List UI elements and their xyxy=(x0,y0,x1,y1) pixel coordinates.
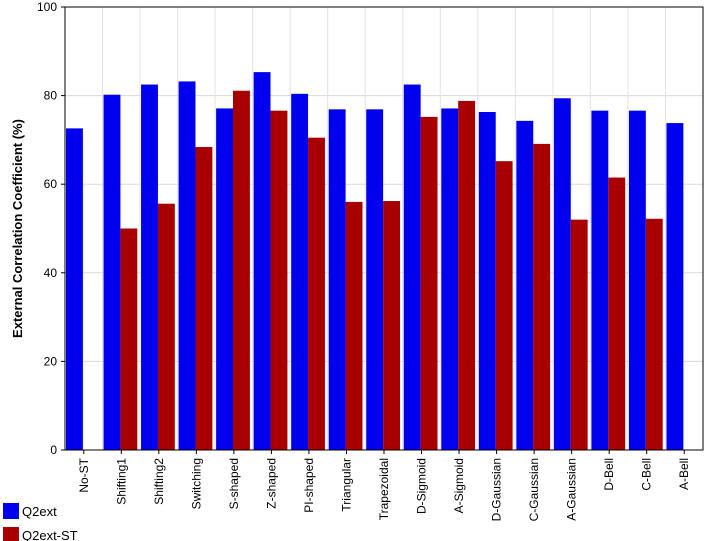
bar-q2ext-st xyxy=(195,146,213,450)
bar-q2ext xyxy=(591,110,609,451)
x-tick-label: S-shaped xyxy=(227,458,241,509)
x-tick-label: No-ST xyxy=(77,457,91,492)
x-tick-label: C-Bell xyxy=(640,458,654,491)
x-tick-label: D-Sigmoid xyxy=(415,458,429,514)
x-tick-label: C-Gaussian xyxy=(527,458,541,521)
y-tick-label: 20 xyxy=(44,354,58,368)
x-tick-label: D-Gaussian xyxy=(490,458,504,521)
y-axis-ticks: 0 20 40 60 80 100 xyxy=(37,0,65,457)
x-tick-label: Triangular xyxy=(339,458,353,512)
bar-q2ext xyxy=(178,81,196,450)
legend: Q2ext Q2ext-ST xyxy=(3,503,78,541)
x-tick-label: Shifting2 xyxy=(152,458,166,505)
x-tick-label: A-Sigmoid xyxy=(452,458,466,513)
y-tick-label: 80 xyxy=(44,89,58,103)
bar-q2ext-st xyxy=(533,143,551,450)
bar-q2ext-st xyxy=(120,228,138,450)
legend-swatch xyxy=(3,503,19,519)
y-tick-label: 100 xyxy=(37,0,57,14)
bars xyxy=(66,72,684,451)
legend-swatch xyxy=(3,527,19,541)
bar-q2ext-st xyxy=(458,100,476,450)
y-axis-label: External Correlation Coefficient (%) xyxy=(10,119,25,338)
bar-q2ext xyxy=(403,84,421,451)
legend-label: Q2ext xyxy=(22,504,57,519)
bar-q2ext xyxy=(516,120,534,450)
bar-q2ext-st xyxy=(645,218,663,450)
bar-q2ext xyxy=(66,128,83,450)
bar-q2ext xyxy=(141,84,158,451)
bar-q2ext-st xyxy=(308,137,325,450)
bar-q2ext xyxy=(291,93,309,450)
y-tick-label: 0 xyxy=(50,443,57,457)
x-tick-label: PI-shaped xyxy=(302,458,316,513)
bar-q2ext-st xyxy=(383,201,401,450)
bar-q2ext xyxy=(441,108,459,451)
bar-q2ext xyxy=(216,108,234,451)
bar-q2ext xyxy=(628,110,646,451)
bar-q2ext-st xyxy=(495,161,513,450)
bar-q2ext-st xyxy=(157,203,175,450)
bar-q2ext xyxy=(328,109,346,450)
legend-label: Q2ext-ST xyxy=(22,528,78,541)
x-tick-label: A-Bell xyxy=(677,458,691,490)
bar-q2ext xyxy=(553,98,571,451)
x-tick-label: Switching xyxy=(189,458,203,509)
bar-q2ext xyxy=(666,123,684,450)
bar-q2ext xyxy=(366,109,384,450)
x-tick-label: Trapezoidal xyxy=(377,458,391,520)
y-tick-label: 40 xyxy=(44,266,58,280)
x-tick-label: A-Gaussian xyxy=(565,458,579,521)
bar-q2ext-st xyxy=(233,90,250,451)
x-tick-label: Z-shaped xyxy=(264,458,278,509)
bar-q2ext xyxy=(253,72,271,450)
bar-q2ext-st xyxy=(420,116,438,450)
bar-q2ext-st xyxy=(570,219,588,450)
bar-q2ext xyxy=(478,111,496,450)
bar-q2ext-st xyxy=(345,201,363,450)
x-tick-label: Shifting1 xyxy=(114,458,128,505)
y-tick-label: 60 xyxy=(44,177,58,191)
bar-q2ext-st xyxy=(608,177,626,450)
bar-q2ext xyxy=(103,94,121,451)
bar-q2ext-st xyxy=(270,110,288,451)
x-axis-ticks: No-ST Shifting1 Shifting2 Switching S-shaped… xyxy=(77,450,691,521)
x-tick-label: D-Bell xyxy=(602,458,616,491)
